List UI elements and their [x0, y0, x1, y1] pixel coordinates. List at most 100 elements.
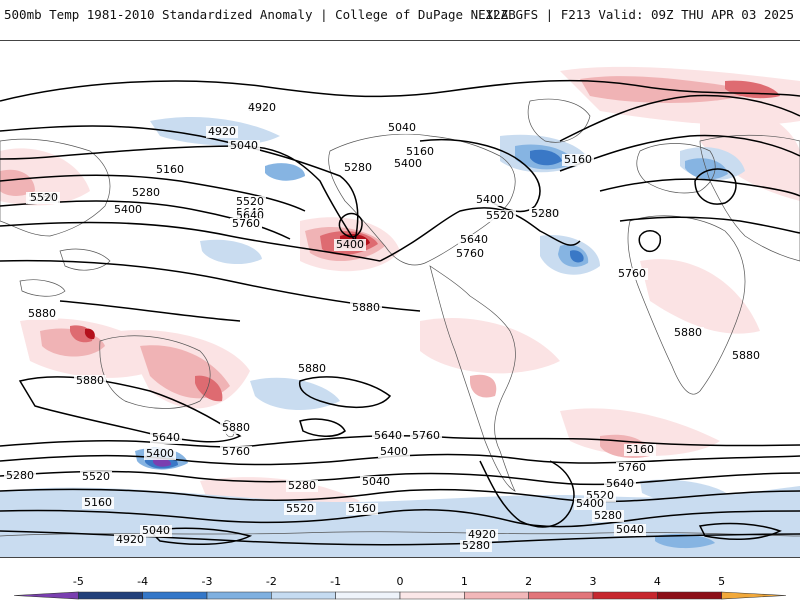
svg-text:5160: 5160 — [626, 443, 654, 456]
colorbar-tick-label: 2 — [525, 575, 532, 588]
contour-label: 5400 — [392, 157, 424, 170]
contour-label: 5400 — [112, 203, 144, 216]
contour-label: 5520 — [234, 195, 266, 208]
height-contour — [338, 212, 363, 238]
contour-label: 5160 — [82, 496, 114, 509]
colorbar-swatches — [13, 591, 787, 600]
svg-text:5400: 5400 — [146, 447, 174, 460]
coastline — [0, 138, 111, 237]
contour-label: 5160 — [346, 502, 378, 515]
svg-text:5160: 5160 — [84, 496, 112, 509]
contour-label: 5040 — [386, 121, 418, 134]
coastline — [699, 134, 800, 262]
anomaly-region — [640, 479, 730, 503]
svg-text:5040: 5040 — [616, 523, 644, 536]
svg-text:4920: 4920 — [116, 533, 144, 546]
contour-label: 5760 — [616, 461, 648, 474]
colorbar-tick-label: 4 — [654, 575, 661, 588]
svg-text:5280: 5280 — [288, 479, 316, 492]
svg-text:5280: 5280 — [344, 161, 372, 174]
height-contour — [479, 460, 575, 528]
height-contour — [379, 207, 581, 262]
anomaly-map[interactable]: 5040492050405040516051605160540055205280… — [0, 41, 800, 558]
colorbar-tick-label: -5 — [73, 575, 84, 588]
contour-label: 5760 — [230, 217, 262, 230]
colorbar-swatch — [464, 591, 529, 600]
anomaly-region — [265, 163, 305, 181]
anomaly-region — [195, 375, 223, 402]
colorbar-tick-label: 1 — [461, 575, 468, 588]
colorbar-swatch — [271, 591, 336, 600]
svg-text:5880: 5880 — [222, 421, 250, 434]
svg-text:5040: 5040 — [142, 524, 170, 537]
colorbar-swatch — [721, 591, 787, 600]
colorbar-swatch — [335, 591, 401, 600]
colorbar-tick-label: -2 — [266, 575, 277, 588]
svg-text:5280: 5280 — [594, 509, 622, 522]
contour-label: 5160 — [562, 153, 594, 166]
svg-text:5040: 5040 — [388, 121, 416, 134]
coastline — [636, 143, 716, 194]
svg-text:5520: 5520 — [30, 191, 58, 204]
colorbar-swatch — [78, 591, 143, 600]
height-contour — [559, 134, 800, 172]
height-contour — [0, 174, 306, 212]
svg-text:5280: 5280 — [531, 207, 559, 220]
height-contour — [148, 527, 253, 546]
coastline — [627, 215, 746, 395]
coastline — [59, 248, 111, 271]
anomaly-region — [200, 239, 262, 265]
contour-label: 4920 — [114, 533, 146, 546]
svg-text:5880: 5880 — [732, 349, 760, 362]
map-panel[interactable]: 5040492050405040516051605160540055205280… — [0, 40, 800, 558]
contour-label: 5640 — [150, 431, 182, 444]
contour-label: 5520 — [284, 502, 316, 515]
svg-text:5640: 5640 — [152, 431, 180, 444]
coastline — [19, 279, 66, 297]
anomaly-region — [570, 250, 584, 263]
contour-label: 5520 — [28, 191, 60, 204]
contour-label: 5160 — [624, 443, 656, 456]
contour-label: 5640 — [372, 429, 404, 442]
anomaly-region — [420, 317, 560, 374]
model-run-info: 12Z GFS | F213 Valid: 09Z THU APR 03 202… — [485, 7, 794, 22]
svg-text:5160: 5160 — [564, 153, 592, 166]
height-contour — [559, 94, 800, 142]
anomaly-region — [640, 259, 760, 334]
colorbar-tick-label: -1 — [330, 575, 341, 588]
colorbar-swatch — [592, 591, 658, 600]
svg-text:5400: 5400 — [576, 497, 604, 510]
header: 500mb Temp 1981-2010 Standardized Anomal… — [0, 0, 800, 30]
height-contour — [298, 376, 392, 409]
colorbar: -5 -4 -3 -2 -1 0 1 2 3 4 5 — [13, 575, 787, 600]
contour-label: 5280 — [286, 479, 318, 492]
contour-label: 5760 — [410, 429, 442, 442]
svg-text:5040: 5040 — [362, 475, 390, 488]
svg-text:5280: 5280 — [6, 469, 34, 482]
height-contour — [0, 470, 800, 486]
svg-text:5160: 5160 — [348, 502, 376, 515]
height-contour — [419, 138, 541, 213]
anomaly-shading — [0, 66, 800, 557]
colorbar-tick-label: -3 — [202, 575, 213, 588]
height-contour — [59, 300, 241, 322]
svg-text:5640: 5640 — [374, 429, 402, 442]
colorbar-swatch — [13, 591, 79, 600]
colorbar-tick-label: 5 — [718, 575, 725, 588]
svg-text:5760: 5760 — [618, 267, 646, 280]
svg-text:5880: 5880 — [352, 301, 380, 314]
contour-label: 5760 — [616, 267, 648, 280]
anomaly-region — [700, 101, 800, 201]
svg-text:5760: 5760 — [618, 461, 646, 474]
contour-label: 5400 — [574, 497, 606, 510]
svg-text:5520: 5520 — [236, 195, 264, 208]
coastline — [527, 98, 591, 143]
svg-text:5520: 5520 — [82, 470, 110, 483]
contour-label: 5040 — [614, 523, 646, 536]
contour-label: 5880 — [730, 349, 762, 362]
contour-label: 5040 — [360, 475, 392, 488]
anomaly-region — [685, 158, 728, 180]
svg-text:5640: 5640 — [606, 477, 634, 490]
contour-label: 5280 — [130, 186, 162, 199]
contour-label: 5640 — [458, 233, 490, 246]
